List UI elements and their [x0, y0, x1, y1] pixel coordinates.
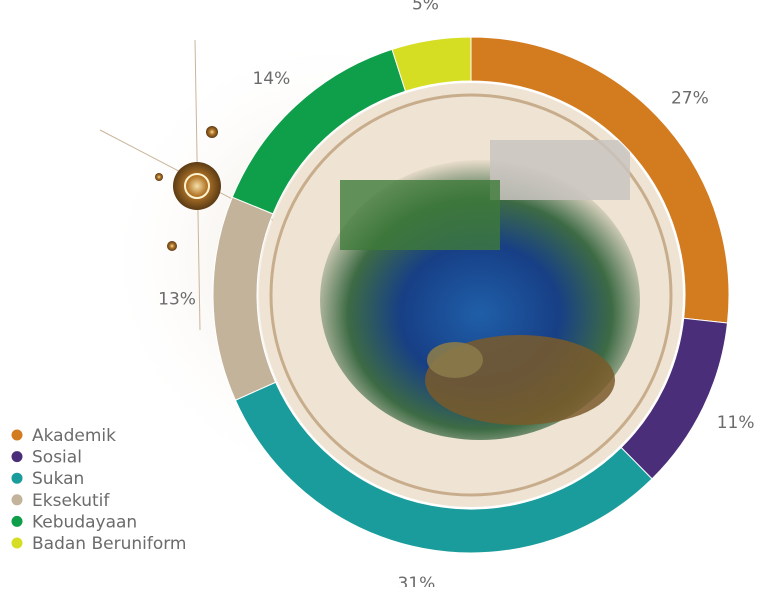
legend-label: Sukan: [32, 469, 84, 489]
center-photo: [259, 83, 683, 507]
legend-marker: [12, 538, 23, 549]
legend-marker: [12, 473, 23, 484]
legend-marker: [12, 451, 23, 462]
value-label: 11%: [717, 413, 755, 433]
legend-label: Sosial: [32, 448, 82, 468]
legend: AkademikSosialSukanEksekutifKebudayaanBa…: [12, 426, 187, 554]
legend-marker: [12, 494, 23, 505]
value-label: 5%: [412, 0, 439, 15]
legend-marker: [12, 430, 23, 441]
legend-label: Akademik: [32, 426, 116, 446]
legend-label: Kebudayaan: [32, 512, 137, 532]
value-label: 31%: [398, 574, 436, 587]
chart: 27% 11% 31% 13% 14% 5% AkademikSosialSukanEks…: [0, 0, 759, 587]
value-label: 27%: [671, 89, 709, 109]
legend-label: Badan Beruniform: [32, 534, 187, 554]
page: 27% 11% 31% 13% 14% 5% AkademikSosialSukanEks…: [0, 0, 759, 587]
legend-label: Eksekutif: [32, 491, 110, 511]
value-label: 14%: [252, 69, 290, 89]
legend-marker: [12, 516, 23, 527]
value-label: 13%: [158, 290, 196, 310]
